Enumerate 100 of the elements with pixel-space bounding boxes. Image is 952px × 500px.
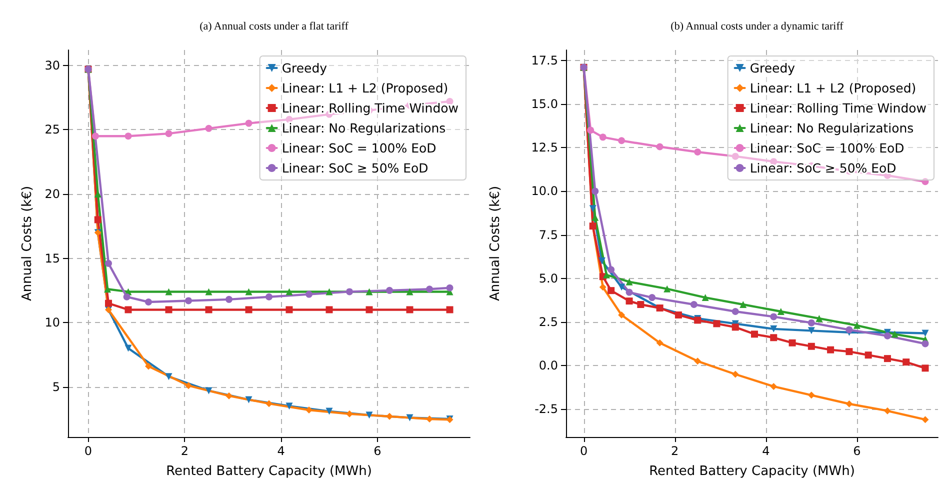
point xyxy=(777,308,784,315)
point xyxy=(266,400,272,408)
legend-label: Greedy xyxy=(750,60,796,76)
point xyxy=(637,301,644,308)
point xyxy=(846,348,853,356)
point xyxy=(245,288,252,296)
point xyxy=(599,134,606,141)
point xyxy=(808,327,815,334)
point xyxy=(608,266,615,274)
point xyxy=(626,278,633,286)
y-axis-title: Annual Costs (k€) xyxy=(488,186,503,302)
legend-label: Linear: No Regularizations xyxy=(750,120,914,136)
point xyxy=(326,306,333,314)
point xyxy=(808,319,815,326)
y-tick-label: 2.5 xyxy=(538,314,558,329)
legend-label: Linear: No Regularizations xyxy=(282,120,446,136)
point xyxy=(618,284,626,291)
point xyxy=(770,313,778,320)
x-axis-title: Rented Battery Capacity (MWh) xyxy=(649,464,855,479)
point xyxy=(702,294,709,302)
legend-label: Linear: L1 + L2 (Proposed) xyxy=(282,80,448,96)
point xyxy=(770,325,778,332)
point xyxy=(589,205,596,212)
point xyxy=(922,416,929,424)
point xyxy=(626,288,633,296)
point xyxy=(326,288,333,296)
point xyxy=(592,188,599,195)
point xyxy=(827,346,834,354)
point xyxy=(245,306,252,314)
y-tick-label: 12.5 xyxy=(531,140,558,155)
point xyxy=(770,382,778,390)
x-tick-label: 0 xyxy=(580,444,588,458)
point xyxy=(751,330,758,338)
point xyxy=(245,120,252,127)
point xyxy=(864,352,872,359)
point xyxy=(732,324,739,331)
y-tick-label: -2.5 xyxy=(534,402,558,416)
point xyxy=(92,132,99,140)
point xyxy=(922,364,929,372)
point xyxy=(386,412,394,420)
y-tick-label: 20 xyxy=(44,187,60,201)
x-axis-title: Rented Battery Capacity (MWh) xyxy=(166,464,372,479)
x-tick-label: 0 xyxy=(84,444,92,458)
point xyxy=(732,152,739,160)
point xyxy=(618,137,626,144)
point xyxy=(346,288,353,296)
point xyxy=(853,322,860,329)
point xyxy=(286,402,293,410)
point xyxy=(165,288,172,296)
point xyxy=(94,216,102,224)
point xyxy=(922,178,929,186)
point xyxy=(124,132,132,140)
point xyxy=(770,334,778,342)
legend-label: Linear: SoC = 100% EoD xyxy=(282,140,436,156)
point xyxy=(145,298,152,306)
legend-label: Linear: SoC ≥ 50% EoD xyxy=(282,160,428,176)
point xyxy=(694,148,702,156)
point xyxy=(732,370,739,378)
point xyxy=(922,330,929,337)
point xyxy=(406,306,414,314)
point xyxy=(846,326,853,334)
point xyxy=(446,306,454,314)
point xyxy=(185,382,192,390)
x-tick-label: 2 xyxy=(180,444,188,458)
point xyxy=(306,290,313,298)
point xyxy=(286,306,293,314)
point xyxy=(205,306,212,314)
point xyxy=(626,298,633,305)
legend-label: Greedy xyxy=(282,60,328,76)
point xyxy=(306,406,313,414)
y-tick-label: 5.0 xyxy=(538,271,558,286)
point xyxy=(104,260,112,267)
y-tick-label: 30 xyxy=(44,58,60,72)
point xyxy=(205,124,212,132)
point xyxy=(366,412,373,419)
point xyxy=(603,271,610,278)
point xyxy=(808,342,815,350)
point xyxy=(406,288,414,296)
point xyxy=(124,344,132,352)
point xyxy=(656,339,664,346)
point xyxy=(205,387,212,394)
y-tick-label: 10 xyxy=(44,316,60,330)
point xyxy=(674,311,682,318)
point xyxy=(366,288,373,296)
point xyxy=(608,287,615,294)
point xyxy=(922,340,929,348)
y-axis-title: Annual Costs (k€) xyxy=(20,186,35,302)
point xyxy=(884,355,891,362)
legend-label: Linear: L1 + L2 (Proposed) xyxy=(750,80,916,96)
point xyxy=(656,143,664,150)
point xyxy=(884,407,891,414)
y-tick-label: 5 xyxy=(52,380,60,394)
point xyxy=(326,408,333,415)
point xyxy=(648,294,656,302)
point xyxy=(346,410,353,418)
legend-label: Linear: SoC ≥ 50% EoD xyxy=(750,160,896,176)
point xyxy=(165,373,172,380)
point xyxy=(366,306,373,314)
point xyxy=(185,297,192,304)
x-tick-label: 4 xyxy=(277,444,285,458)
